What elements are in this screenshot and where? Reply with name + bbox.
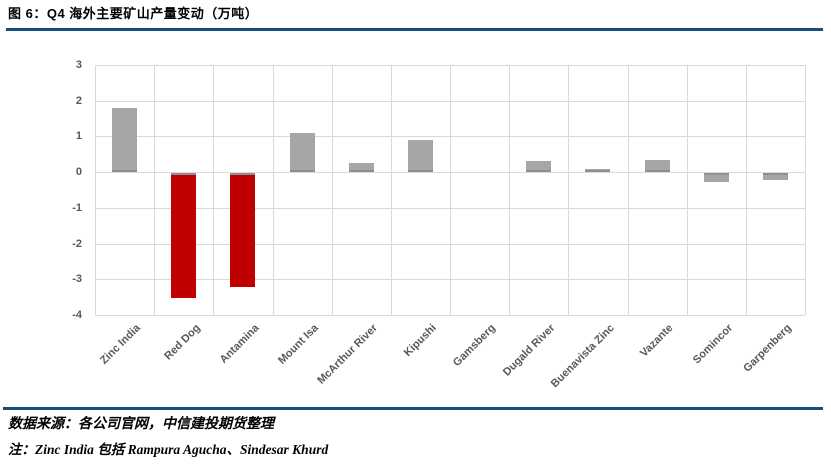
x-axis-label: Vazante	[638, 322, 676, 360]
x-axis-label: Mount Isa	[275, 322, 321, 367]
y-tick-label: 1	[75, 130, 82, 143]
v-gridline	[450, 65, 451, 315]
bar-zinc-india	[112, 107, 138, 173]
y-tick-label: 3	[75, 59, 82, 71]
bar-somincor	[703, 173, 729, 183]
h-gridline	[95, 315, 805, 316]
v-gridline	[390, 65, 392, 315]
y-tick-label: -1	[72, 201, 82, 214]
x-axis-label: Antamina	[217, 322, 262, 366]
x-axis-label: Gamsberg	[451, 322, 499, 369]
v-gridline	[95, 65, 96, 315]
x-axis-label: McArthur River	[315, 322, 380, 387]
v-gridline	[272, 65, 274, 315]
x-axis-label: Zinc India	[98, 322, 144, 367]
y-tick-label: -2	[72, 237, 82, 250]
bar-antamina	[230, 173, 256, 288]
x-axis-label: Buenavista Zinc	[548, 322, 617, 391]
v-gridline	[331, 65, 333, 315]
v-gridline	[686, 65, 688, 315]
bar-buenavista-zinc	[585, 168, 611, 173]
bar-red-dog	[171, 173, 197, 299]
bar-mcarthur-river	[348, 163, 374, 173]
x-axis-label: Somincor	[690, 322, 735, 367]
v-gridline	[745, 65, 747, 315]
v-gridline	[568, 65, 570, 315]
data-source-note: 数据来源：各公司官网，中信建投期货整理	[8, 417, 274, 432]
x-axis-label: Dugald River	[500, 322, 558, 379]
x-axis-label: Garpenberg	[741, 322, 794, 375]
v-gridline	[805, 65, 806, 315]
bar-garpenberg	[762, 173, 788, 181]
title-divider-rule	[6, 28, 823, 31]
v-gridline	[509, 65, 511, 315]
y-tick-label: -4	[72, 309, 82, 321]
bar-mount-isa	[289, 132, 315, 173]
v-gridline	[154, 65, 156, 315]
bar-dugald-river	[526, 161, 552, 173]
bar-vazante	[644, 159, 670, 173]
bar-chart: 3 2 1 0 -1 -2 -3 -4 Zinc India Red Dog Antamina Mou…	[72, 59, 806, 391]
x-axis-label: Red Dog	[161, 322, 203, 363]
v-gridline	[213, 65, 215, 315]
footer-divider-rule	[3, 407, 823, 410]
bar-kipushi	[407, 140, 433, 173]
figure-title: 图 6：Q4 海外主要矿山产量变动（万吨）	[8, 6, 259, 21]
y-tick-label: 2	[75, 94, 82, 107]
y-tick-label: -3	[72, 273, 82, 286]
y-tick-label: 0	[75, 166, 82, 179]
footnote: 注：Zinc India 包括 Rampura Agucha、Sindesar …	[8, 442, 329, 457]
x-axis-label: Kipushi	[401, 322, 439, 360]
v-gridline	[627, 65, 629, 315]
